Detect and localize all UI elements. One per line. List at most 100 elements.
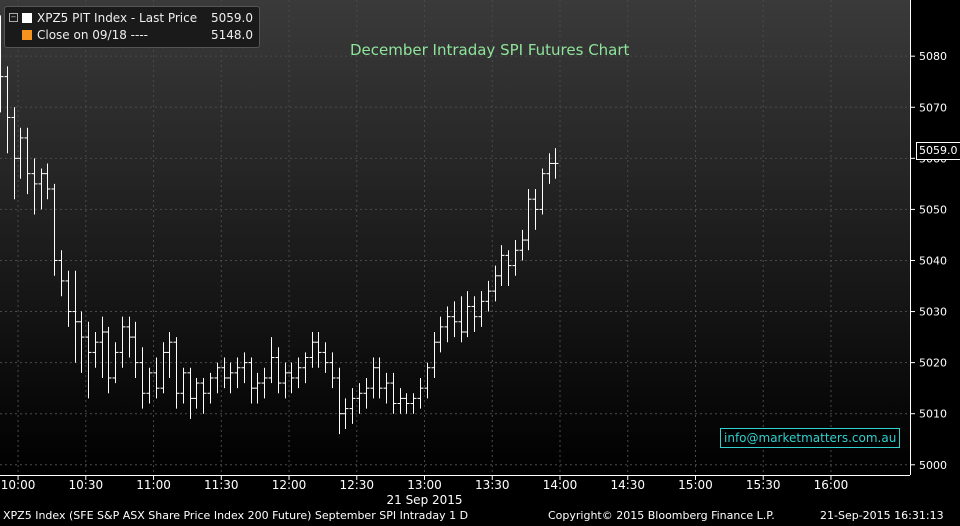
legend-row-close: Close on 09/18 ---- 5148.0 xyxy=(9,27,253,44)
ohlc-bar xyxy=(342,398,349,430)
ohlc-bar xyxy=(234,357,241,389)
last-price-tag: 5059.0 xyxy=(916,142,960,160)
ohlc-bar xyxy=(58,250,65,297)
legend-value-last-price: 5059.0 xyxy=(211,11,253,25)
ohlc-bar xyxy=(31,158,38,215)
ohlc-bar xyxy=(498,245,505,287)
x-tick-label: 12:00 xyxy=(272,478,307,492)
ohlc-bar xyxy=(187,367,194,419)
ohlc-bar xyxy=(485,280,492,312)
ohlc-bar xyxy=(221,357,228,389)
ohlc-bar xyxy=(390,372,397,414)
ohlc-bar xyxy=(160,342,167,394)
ohlc-bar xyxy=(17,127,24,179)
y-tick-label: 5010 xyxy=(919,408,947,421)
plot-background xyxy=(0,0,910,475)
x-tick-label: 11:00 xyxy=(136,478,171,492)
x-tick-label: 16:00 xyxy=(814,478,849,492)
ohlc-bar xyxy=(295,357,302,389)
ohlc-bar xyxy=(512,240,519,276)
ohlc-bar xyxy=(126,316,133,358)
ohlc-bar xyxy=(132,321,139,378)
ohlc-bar xyxy=(525,188,532,251)
ohlc-bar xyxy=(227,362,234,394)
x-tick-label: 13:00 xyxy=(407,478,442,492)
ohlc-bar xyxy=(214,362,221,394)
footer-security-description: XPZ5 Index (SFE S&P ASX Share Price Inde… xyxy=(3,509,469,522)
ohlc-bar xyxy=(383,372,390,404)
ohlc-bar xyxy=(546,153,553,184)
ohlc-bar xyxy=(363,377,370,409)
ohlc-bar xyxy=(38,168,45,210)
y-tick-label: 5070 xyxy=(919,101,947,114)
x-tick-label: 11:30 xyxy=(204,478,239,492)
ohlc-bar xyxy=(431,331,438,378)
ohlc-bar xyxy=(180,367,187,404)
ohlc-bar xyxy=(424,362,431,399)
ohlc-bar xyxy=(309,331,316,368)
ohlc-bar xyxy=(451,301,458,338)
x-tick-label: 10:30 xyxy=(69,478,104,492)
y-tick-label: 5040 xyxy=(919,254,947,267)
ohlc-bar xyxy=(322,342,329,373)
ohlc-bar xyxy=(376,357,383,399)
ohlc-bar xyxy=(11,107,18,200)
ohlc-bar xyxy=(92,331,99,368)
ohlc-bar xyxy=(302,352,309,384)
ohlc-bar xyxy=(85,321,92,399)
collapse-icon[interactable]: − xyxy=(9,13,18,22)
y-tick-label: 5030 xyxy=(919,306,947,319)
ohlc-bar xyxy=(471,296,478,332)
ohlc-bar xyxy=(410,393,417,414)
ohlc-bar xyxy=(193,377,200,409)
ohlc-bar xyxy=(539,168,546,215)
x-tick-label: 10:00 xyxy=(1,478,36,492)
y-tick-label: 5050 xyxy=(919,203,947,216)
ohlc-bar xyxy=(478,291,485,327)
x-tick-label: 12:30 xyxy=(339,478,374,492)
ohlc-bar xyxy=(532,188,539,230)
ohlc-bar xyxy=(552,148,559,179)
ohlc-bar xyxy=(78,311,85,373)
ohlc-bar xyxy=(44,163,51,200)
x-tick-label: 15:30 xyxy=(746,478,781,492)
ohlc-bar xyxy=(464,291,471,338)
ohlc-bar xyxy=(65,270,72,327)
ohlc-bar xyxy=(119,316,126,368)
contact-email-link[interactable]: info@marketmatters.com.au xyxy=(720,428,901,448)
ohlc-bar xyxy=(519,229,526,261)
ohlc-bar xyxy=(268,337,275,384)
ohlc-bar xyxy=(417,377,424,409)
ohlc-bar xyxy=(458,296,465,343)
legend-swatch-close xyxy=(22,30,32,40)
ohlc-bar xyxy=(112,342,119,384)
x-date-label: 21 Sep 2015 xyxy=(386,493,462,507)
ohlc-bar xyxy=(349,388,356,424)
chart-title: December Intraday SPI Futures Chart xyxy=(350,41,630,59)
ohlc-bar xyxy=(0,15,4,113)
ohlc-bar xyxy=(336,367,343,435)
legend-swatch-last-price xyxy=(22,13,32,23)
chart-legend: − XPZ5 PIT Index - Last Price 5059.0 Clo… xyxy=(4,6,260,48)
ohlc-bar xyxy=(24,127,31,195)
ohlc-bar xyxy=(505,250,512,287)
ohlc-bar xyxy=(241,352,248,384)
ohlc-bar xyxy=(492,265,499,302)
ohlc-bar xyxy=(146,367,153,404)
ohlc-bar xyxy=(166,331,173,378)
y-tick-label: 5020 xyxy=(919,357,947,370)
ohlc-bar xyxy=(173,337,180,409)
ohlc-bar xyxy=(397,388,404,414)
x-tick-label: 14:00 xyxy=(543,478,578,492)
footer-timestamp: 21-Sep-2015 16:31:13 xyxy=(820,509,944,522)
x-tick-label: 15:00 xyxy=(678,478,713,492)
ohlc-bar xyxy=(329,352,336,389)
ohlc-bar xyxy=(105,326,112,394)
ohlc-bar xyxy=(370,357,377,399)
ohlc-bar xyxy=(254,372,261,404)
ohlc-bar xyxy=(315,331,322,368)
chart-axes: 50005010502050305040505050605070508010:0… xyxy=(0,0,947,507)
ohlc-bar xyxy=(51,183,58,276)
ohlc-bar xyxy=(4,66,11,154)
